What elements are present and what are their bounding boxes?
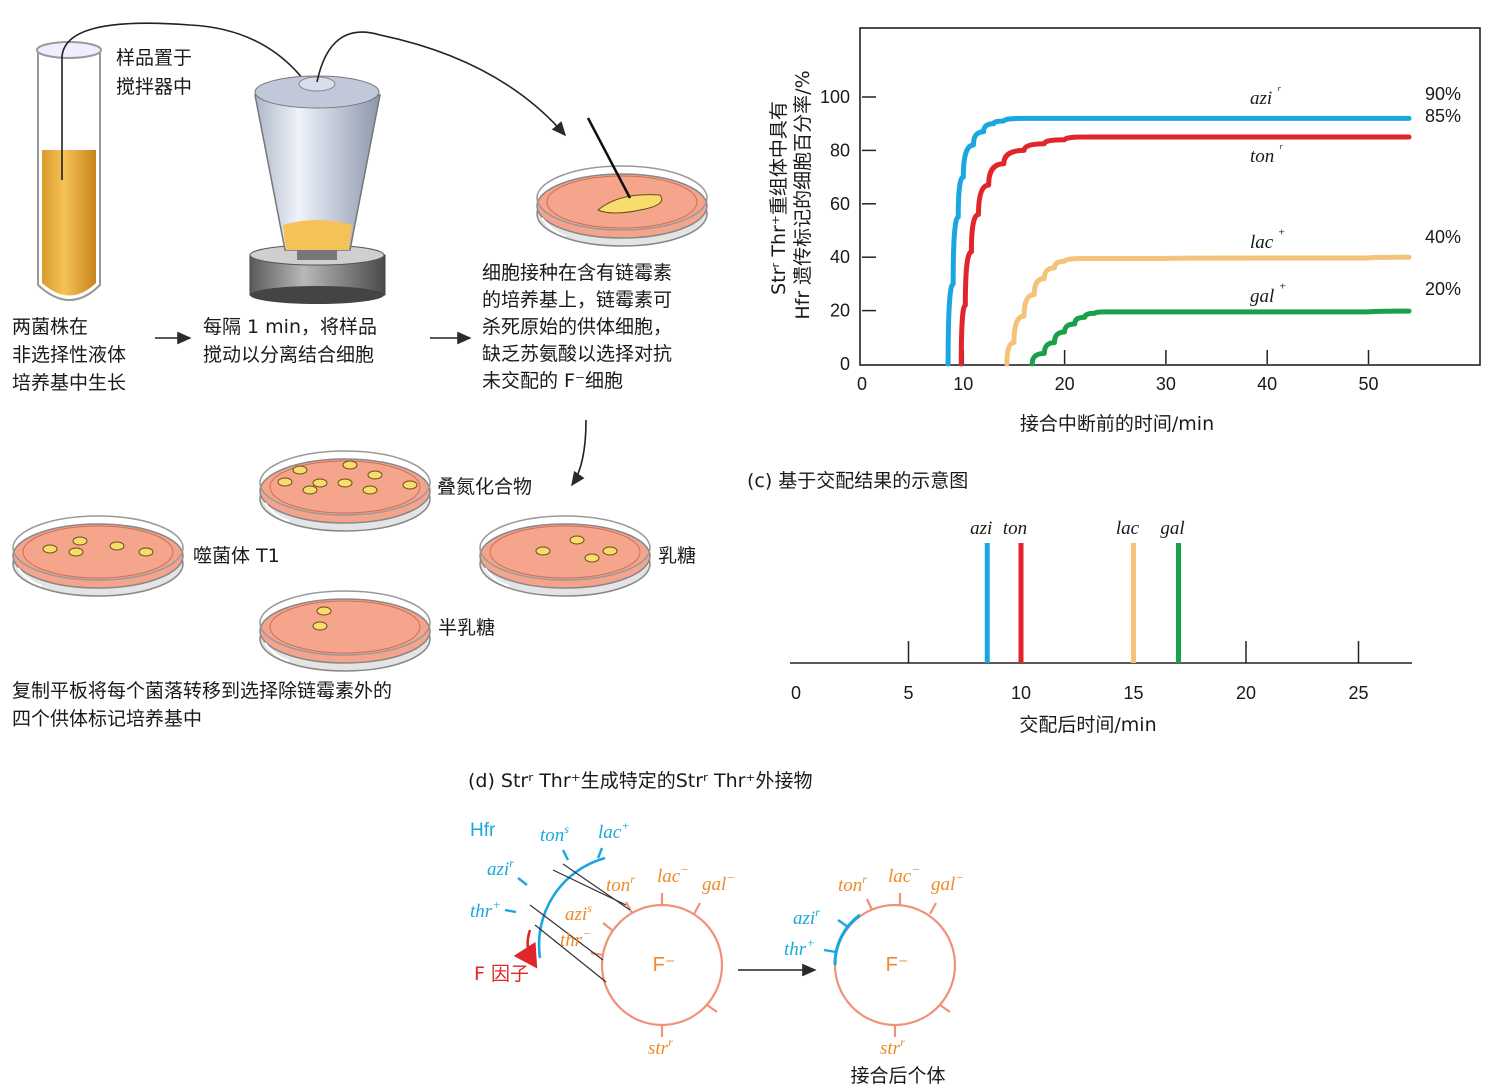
- x-tick-label: 40: [1257, 374, 1277, 394]
- series-line-1: [958, 134, 1412, 367]
- step2-text: 每隔 1 min，将样品 搅动以分离结合细胞: [203, 316, 383, 366]
- series-end-label-0: 90%: [1425, 84, 1461, 104]
- integrated-hfr-segment: [833, 913, 861, 966]
- x-tick-label: 50: [1358, 374, 1378, 394]
- series-name-3: gal ⁺: [1250, 282, 1286, 307]
- y-tick-label: 80: [830, 140, 850, 160]
- series-end-label-3: 20%: [1425, 279, 1461, 299]
- y-tick-label: 40: [830, 247, 850, 267]
- series-name-1: ton ʳ: [1250, 142, 1283, 167]
- gene-label-gal: gal: [1160, 518, 1184, 539]
- panel-d-caption: (d) Strʳ Thr⁺生成特定的Strʳ Thr⁺外接物: [468, 770, 812, 792]
- hfr-ton: tons: [540, 822, 569, 846]
- chart-frame: [859, 27, 1481, 366]
- series-line-0: [945, 115, 1412, 367]
- ex-ton: tonr: [838, 872, 867, 896]
- hfr-label: Hfr: [470, 820, 496, 841]
- f-azi: azis: [565, 901, 592, 925]
- hfr-chromosome: [537, 856, 606, 959]
- x-tick-label: 20: [1055, 374, 1075, 394]
- y-tick-label: 20: [830, 301, 850, 321]
- series-end-label-2: 40%: [1425, 227, 1461, 247]
- panel-c-caption: (c) 基于交配结果的示意图: [747, 470, 968, 492]
- step1-text: 两菌株在 非选择性液体 培养基中生长: [12, 316, 132, 394]
- timeline-tick-label: 15: [1123, 683, 1143, 703]
- blender: [249, 31, 567, 304]
- f-factor-arrow: [513, 929, 538, 969]
- arrow-step3: [571, 419, 587, 487]
- plate-t1: [12, 515, 184, 597]
- x-tick-label: 10: [953, 374, 973, 394]
- x-tick-label: 30: [1156, 374, 1176, 394]
- gene-label-ton: ton: [1003, 518, 1027, 539]
- timeline-tick-label: 10: [1011, 683, 1031, 703]
- plate-lactose: [479, 515, 651, 597]
- f-str: strr: [648, 1035, 673, 1059]
- label-galactose: 半乳糖: [438, 617, 495, 639]
- y-tick-label: 60: [830, 194, 850, 214]
- f-gal: gal−: [702, 870, 735, 895]
- kinetics-chart: 0 10 20 30 40 50 0 20 40 60 80 100 azi ʳ 90% ton ʳ 85%…: [768, 27, 1481, 435]
- y-axis-title: Strʳ Thr⁺重组体中具有 Hfr 遗传标记的细胞百分率/%: [768, 70, 814, 319]
- exconjugant-panel: (d) Strʳ Thr⁺生成特定的Strʳ Thr⁺外接物 F⁻ Hfr F …: [468, 770, 964, 1086]
- f-thr: thr−: [560, 926, 591, 951]
- label-lactose: 乳糖: [658, 545, 696, 567]
- hfr-lac: lac+: [598, 818, 630, 843]
- test-tube: [36, 22, 331, 301]
- x-axis-title: 接合中断前的时间/min: [1020, 413, 1214, 435]
- series-name-0: azi ʳ: [1250, 84, 1281, 109]
- y-tick-label: 100: [820, 87, 850, 107]
- ex-str: strr: [880, 1035, 905, 1059]
- timeline-tick-label: 5: [903, 683, 913, 703]
- ex-lac: lac−: [888, 862, 920, 887]
- hfr-azi: azir: [487, 856, 514, 880]
- timeline-tick-label: 20: [1236, 683, 1256, 703]
- timeline-panel: (c) 基于交配结果的示意图 0 5 10 15 20 25 azi ton lac gal 交…: [747, 470, 1412, 736]
- series-line-3: [1029, 308, 1412, 367]
- replica-text: 复制平板将每个菌落转移到选择除链霉素外的 四个供体标记培养基中: [12, 680, 398, 730]
- gene-label-lac: lac: [1116, 518, 1140, 539]
- series-name-2: lac ⁺: [1250, 228, 1285, 253]
- series-line-2: [1004, 254, 1412, 367]
- label-t1: 噬菌体 T1: [193, 545, 280, 567]
- inoculation-plate: [536, 117, 708, 247]
- f-factor-label: F 因子: [474, 963, 529, 985]
- ex-azi: azir: [793, 905, 820, 929]
- timeline-tick-label: 0: [791, 683, 801, 703]
- f-ton: tonr: [606, 872, 635, 896]
- timeline-x-title: 交配后时间/min: [1019, 714, 1156, 736]
- f-lac: lac−: [657, 862, 689, 887]
- ex-gal: gal−: [931, 870, 964, 895]
- x-tick-label: 0: [857, 374, 867, 394]
- hfr-thr: thr+: [470, 897, 501, 922]
- label-azide: 叠氮化合物: [437, 476, 532, 498]
- exconjugant-f-minus: F⁻: [886, 954, 909, 976]
- ex-thr: thr+: [784, 935, 815, 960]
- plate-galactose: [259, 590, 431, 672]
- step3-text: 细胞接种在含有链霉素 的培养基上，链霉素可 杀死原始的供体细胞， 缺乏苏氨酸以选…: [482, 262, 678, 392]
- exconjugant-label: 接合后个体: [850, 1065, 945, 1086]
- plate-azide: [259, 450, 431, 532]
- sample-label: 样品置于 搅拌器中: [116, 47, 198, 98]
- f-minus-label: F⁻: [653, 954, 676, 976]
- timeline-tick-label: 25: [1348, 683, 1368, 703]
- gene-label-azi: azi: [970, 518, 992, 539]
- y-tick-label: 0: [840, 354, 850, 374]
- series-end-label-1: 85%: [1425, 106, 1461, 126]
